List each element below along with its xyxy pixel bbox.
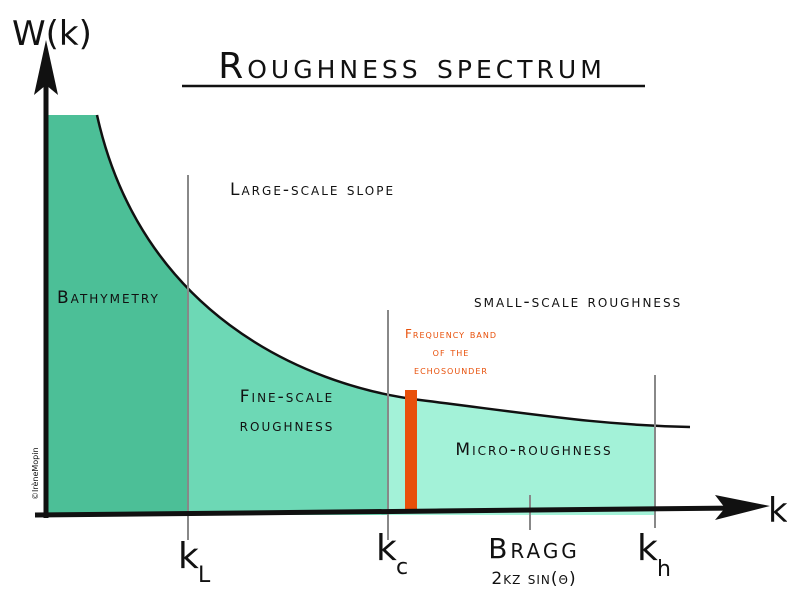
echosounder-label: Frequency band of the echosounder <box>405 327 497 377</box>
kh-sub: h <box>657 557 671 582</box>
y-axis-label: W(k) <box>12 14 92 54</box>
small-scale-label: small-scale roughness <box>474 292 682 312</box>
fine-region <box>188 115 388 515</box>
micro-label: Micro-roughness <box>455 440 612 460</box>
large-scale-label: Large-scale slope <box>230 180 395 200</box>
bathymetry-label: Bathymetry <box>57 288 160 308</box>
kc-sub: c <box>396 555 408 580</box>
y-arrow <box>34 40 58 95</box>
x-axis-label: k <box>768 491 787 531</box>
kh-k: k <box>637 528 658 569</box>
bragg-formula: 2kζ sin(θ) <box>491 569 576 589</box>
echo-line: Frequency band <box>405 327 497 341</box>
kl-k: k <box>178 536 199 577</box>
kc-k: k <box>376 528 397 569</box>
credit: ©IrèneMopin <box>30 447 40 500</box>
fine-label: Fine-scale <box>240 387 334 407</box>
x-arrow <box>715 495 770 520</box>
echosounder-band <box>405 390 417 510</box>
kl-sub: L <box>198 563 211 588</box>
echo-line: echosounder <box>414 363 488 377</box>
bragg-label: Bragg <box>488 532 580 565</box>
title: Roughness spectrum <box>218 46 606 87</box>
fine-label: roughness <box>240 416 335 436</box>
echo-line: of the <box>433 345 470 359</box>
x-axis <box>34 505 741 518</box>
